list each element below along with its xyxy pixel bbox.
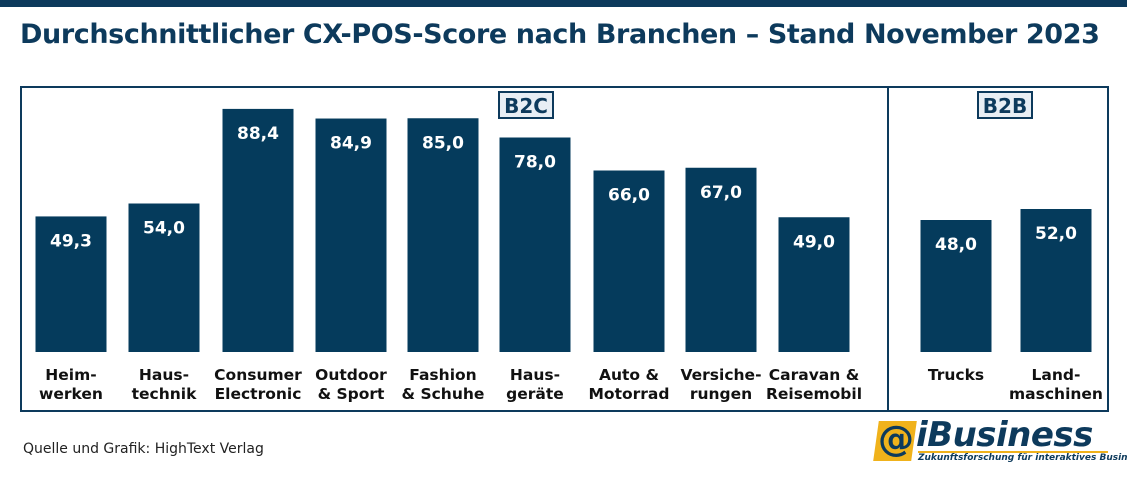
category-label-2-line-1: Electronic <box>215 385 302 403</box>
bar-2 <box>222 108 294 353</box>
category-label-0-line-1: werken <box>39 385 103 403</box>
value-label-8: 49,0 <box>793 232 835 252</box>
category-label-1-line-1: technik <box>132 385 197 403</box>
bar-7 <box>685 167 757 352</box>
value-label-10: 52,0 <box>1035 224 1077 244</box>
source-note: Quelle und Grafik: HighText Verlag <box>23 441 264 457</box>
category-label-5-line-1: geräte <box>506 385 564 403</box>
category-label-4-line-0: Fashion <box>409 366 476 384</box>
category-label-5: Haus-geräte <box>506 366 564 403</box>
bar-10 <box>1020 209 1092 352</box>
category-label-8-line-1: Reisemobil <box>766 385 862 403</box>
category-label-3: Outdoor & Sport <box>315 366 387 403</box>
category-label-4: Fashion & Schuhe <box>402 366 485 403</box>
bar-5 <box>499 137 571 352</box>
category-label-7-line-1: rungen <box>690 385 752 403</box>
value-label-1: 54,0 <box>143 219 185 239</box>
logo-wordmark: iBusiness <box>916 415 1093 455</box>
value-label-9: 48,0 <box>935 235 977 255</box>
category-label-10-line-0: Land- <box>1032 366 1081 384</box>
category-label-0: Heim-werken <box>39 366 103 403</box>
category-label-10: Land-maschinen <box>1009 366 1103 403</box>
group-label-b2b: B2B <box>977 91 1033 119</box>
bar-0 <box>35 216 107 352</box>
category-label-1-line-0: Haus- <box>139 366 189 384</box>
category-label-2: Consumer Electronic <box>214 366 302 403</box>
bar-3 <box>315 118 387 353</box>
category-label-0-line-0: Heim- <box>45 366 96 384</box>
bar-9 <box>920 220 992 352</box>
chart-title: Durchschnittlicher CX-POS-Score nach Bra… <box>20 19 1100 50</box>
category-label-5-line-0: Haus- <box>510 366 560 384</box>
bar-6 <box>593 170 665 352</box>
group-label-b2c: B2C <box>498 91 554 119</box>
value-label-5: 78,0 <box>514 153 556 173</box>
category-label-6: Auto & Motorrad <box>589 366 670 403</box>
category-label-2-line-0: Consumer <box>214 366 302 384</box>
category-label-3-line-0: Outdoor <box>315 366 387 384</box>
logo-tagline: Zukunftsforschung für interaktives Busin… <box>918 451 1127 463</box>
category-label-4-line-1: & Schuhe <box>402 385 485 403</box>
value-label-6: 66,0 <box>608 186 650 206</box>
value-label-0: 49,3 <box>50 231 92 251</box>
value-label-4: 85,0 <box>422 133 464 153</box>
category-label-8-line-0: Caravan & <box>769 366 859 384</box>
bar-1 <box>128 203 200 352</box>
category-label-8: Caravan & Reisemobil <box>766 366 862 403</box>
category-label-9: Trucks <box>928 366 984 384</box>
ibusiness-logo[interactable]: @ iBusiness Zukunftsforschung für intera… <box>872 415 1127 465</box>
category-label-7-line-0: Versiche- <box>680 366 761 384</box>
value-label-7: 67,0 <box>700 183 742 203</box>
category-label-6-line-1: Motorrad <box>589 385 670 403</box>
at-icon: @ <box>878 419 914 460</box>
category-label-7: Versiche-rungen <box>680 366 761 403</box>
bar-4 <box>407 118 479 352</box>
category-label-3-line-1: & Sport <box>318 385 385 403</box>
category-label-10-line-1: maschinen <box>1009 385 1103 403</box>
category-label-9-line-0: Trucks <box>928 366 984 384</box>
value-label-3: 84,9 <box>330 134 372 154</box>
category-label-6-line-0: Auto & <box>599 366 659 384</box>
bar-8 <box>778 217 850 352</box>
top-accent-bar <box>0 0 1127 7</box>
value-label-2: 88,4 <box>237 124 279 144</box>
category-label-1: Haus-technik <box>132 366 197 403</box>
